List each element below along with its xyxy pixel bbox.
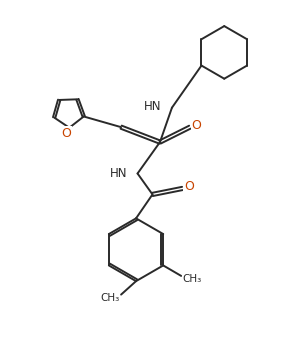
Text: HN: HN	[109, 167, 127, 180]
Text: O: O	[61, 127, 71, 139]
Text: CH₃: CH₃	[183, 274, 202, 284]
Text: HN: HN	[144, 100, 161, 113]
Text: CH₃: CH₃	[100, 293, 120, 303]
Text: O: O	[184, 180, 194, 194]
Text: O: O	[191, 119, 202, 132]
